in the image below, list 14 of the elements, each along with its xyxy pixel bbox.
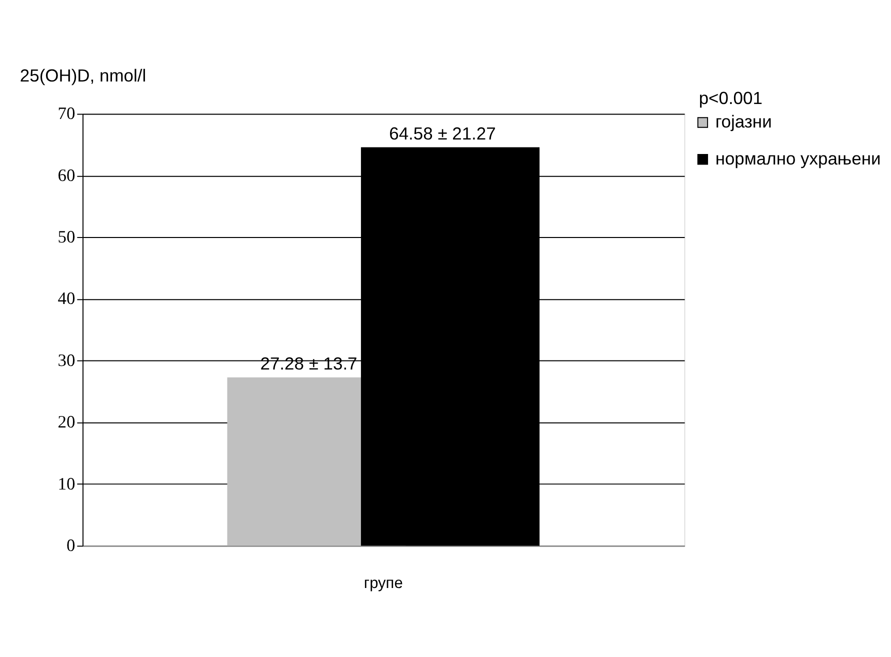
y-tick-label: 10 bbox=[58, 473, 76, 494]
text: p<0.001 bbox=[698, 88, 762, 108]
y-tick-label: 20 bbox=[58, 412, 76, 432]
y-tick-label: 0 bbox=[66, 535, 76, 556]
data-label: 64.58 ± 21.27 bbox=[389, 123, 496, 144]
y-tick-label: 40 bbox=[58, 288, 76, 308]
y-tick-label: 50 bbox=[58, 226, 76, 247]
y-tick-label: 60 bbox=[58, 164, 76, 185]
legend-label: нормално ухрањени bbox=[715, 148, 881, 168]
y-tick-label: 70 bbox=[58, 103, 76, 124]
legend-label: гојазни bbox=[715, 111, 772, 132]
x-tick-label: групе bbox=[364, 574, 403, 592]
y-axis-title: 25(OH)D, nmol/l bbox=[20, 65, 146, 86]
y-tick-label: 30 bbox=[58, 350, 76, 370]
